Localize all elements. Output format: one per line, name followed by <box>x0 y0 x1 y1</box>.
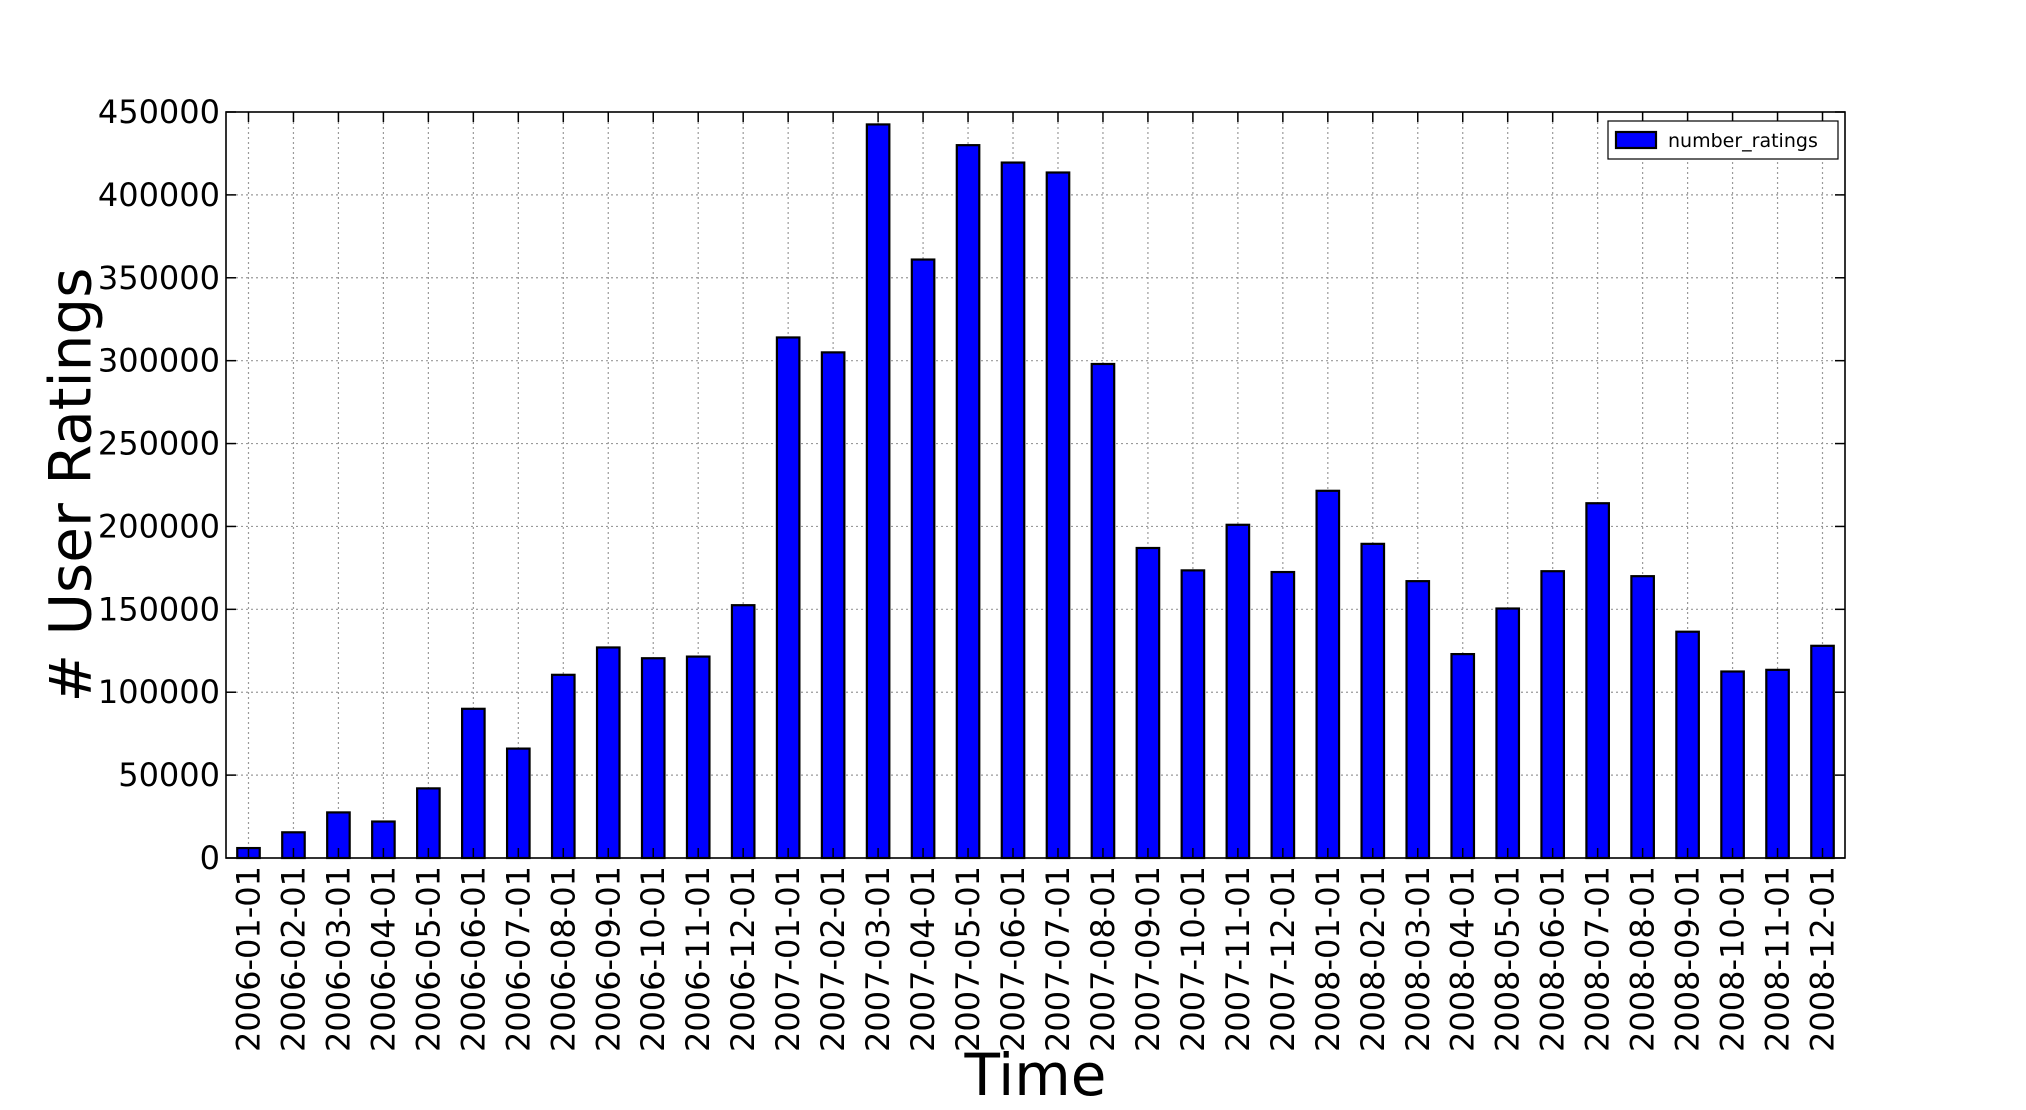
x-tick-label: 2007-08-01 <box>1084 866 1122 1052</box>
bar-2008-04-01 <box>1450 652 1476 860</box>
bar-2007-05-01 <box>955 144 981 860</box>
bar-2006-11-01 <box>685 655 711 860</box>
x-axis-title: Time <box>964 1041 1107 1109</box>
x-tick-label: 2008-07-01 <box>1579 866 1617 1052</box>
legend-label: number_ratings <box>1668 130 1818 152</box>
x-tick-label: 2007-09-01 <box>1129 866 1167 1052</box>
x-tick-label: 2008-02-01 <box>1354 866 1392 1052</box>
y-tick-label: 150000 <box>98 590 220 628</box>
y-axis-title: # User Ratings <box>36 268 104 703</box>
x-tick-label: 2008-03-01 <box>1399 866 1437 1052</box>
bar-2007-02-01 <box>820 351 846 860</box>
x-tick-label: 2006-11-01 <box>679 866 717 1052</box>
x-tick-label: 2006-07-01 <box>499 866 537 1052</box>
x-tick-label: 2008-11-01 <box>1759 866 1797 1052</box>
x-tick-label: 2006-02-01 <box>274 866 312 1052</box>
y-tick-label: 50000 <box>118 756 220 794</box>
x-tick-label: 2006-06-01 <box>454 866 492 1052</box>
x-tick-label: 2006-05-01 <box>409 866 447 1052</box>
x-ticks: 2006-01-01 2006-02-01 2006-03-01 2006-04-01… <box>229 112 1842 1052</box>
x-tick-label: 2007-07-01 <box>1039 866 1077 1052</box>
y-tick-label: 450000 <box>98 93 220 131</box>
x-tick-label: 2006-12-01 <box>724 866 762 1052</box>
bar-2008-02-01 <box>1360 542 1386 860</box>
y-tick-label: 100000 <box>98 673 220 711</box>
x-tick-label: 2007-05-01 <box>949 866 987 1052</box>
bar-2008-05-01 <box>1495 607 1521 860</box>
x-tick-label: 2006-09-01 <box>589 866 627 1052</box>
x-tick-label: 2008-04-01 <box>1444 866 1482 1052</box>
bar-2008-01-01 <box>1315 489 1341 860</box>
bar-2008-09-01 <box>1675 630 1700 860</box>
bars <box>236 123 1835 860</box>
y-tick-label: 250000 <box>98 425 220 463</box>
bar-2008-07-01 <box>1585 502 1610 860</box>
bar-2007-06-01 <box>1000 161 1026 860</box>
bar-2007-01-01 <box>775 336 801 860</box>
x-tick-label: 2008-12-01 <box>1804 866 1842 1052</box>
bar-2008-03-01 <box>1405 580 1431 860</box>
bar-2006-10-01 <box>640 657 666 860</box>
bar-2006-09-01 <box>595 646 621 860</box>
x-tick-label: 2007-01-01 <box>769 866 807 1052</box>
bar-2007-11-01 <box>1225 523 1251 860</box>
x-tick-label: 2008-06-01 <box>1534 866 1572 1052</box>
x-tick-label: 2008-10-01 <box>1714 866 1752 1052</box>
y-ticks: 0 50000 100000 150000 200000 250000 300000 3500… <box>98 93 1845 877</box>
bar-2008-10-01 <box>1720 670 1745 860</box>
x-tick-label: 2007-10-01 <box>1174 866 1212 1052</box>
bar-2006-07-01 <box>505 747 531 860</box>
bar-2006-08-01 <box>550 673 576 860</box>
bar-2007-04-01 <box>910 258 936 860</box>
y-tick-label: 400000 <box>98 176 220 214</box>
bar-2008-12-01 <box>1810 644 1835 860</box>
bar-2008-06-01 <box>1540 570 1566 860</box>
x-tick-label: 2007-03-01 <box>859 866 897 1052</box>
bar-2007-03-01 <box>865 123 891 860</box>
bar-2006-12-01 <box>730 604 756 860</box>
x-tick-label: 2006-04-01 <box>364 866 402 1052</box>
bar-2008-08-01 <box>1630 575 1655 860</box>
x-tick-label: 2007-11-01 <box>1219 866 1257 1052</box>
bar-2006-05-01 <box>416 787 441 860</box>
x-tick-label: 2008-01-01 <box>1309 866 1347 1052</box>
x-tick-label: 2007-04-01 <box>904 866 942 1052</box>
bar-2007-08-01 <box>1090 362 1116 860</box>
x-tick-label: 2008-05-01 <box>1489 866 1527 1052</box>
bar-2007-07-01 <box>1045 171 1071 860</box>
y-tick-label: 300000 <box>98 342 220 380</box>
x-tick-label: 2008-09-01 <box>1669 866 1707 1052</box>
legend: number_ratings <box>1607 120 1839 160</box>
y-tick-label: 0 <box>200 839 220 877</box>
bar-2007-10-01 <box>1180 569 1206 860</box>
bar-2007-09-01 <box>1135 546 1161 860</box>
x-tick-label: 2006-01-01 <box>229 866 267 1052</box>
y-tick-label: 350000 <box>98 259 220 297</box>
y-tick-label: 200000 <box>98 507 220 545</box>
plot-frame <box>225 111 1846 859</box>
legend-swatch <box>1614 130 1658 150</box>
bar-2006-06-01 <box>461 707 486 860</box>
x-tick-label: 2007-06-01 <box>994 866 1032 1052</box>
x-tick-label: 2007-02-01 <box>814 866 852 1052</box>
bar-2008-11-01 <box>1765 668 1790 860</box>
x-tick-label: 2006-03-01 <box>319 866 357 1052</box>
x-tick-label: 2006-10-01 <box>634 866 672 1052</box>
x-tick-label: 2008-08-01 <box>1624 866 1662 1052</box>
x-tick-label: 2006-08-01 <box>544 866 582 1052</box>
bar-2007-12-01 <box>1270 570 1296 860</box>
x-tick-label: 2007-12-01 <box>1264 866 1302 1052</box>
